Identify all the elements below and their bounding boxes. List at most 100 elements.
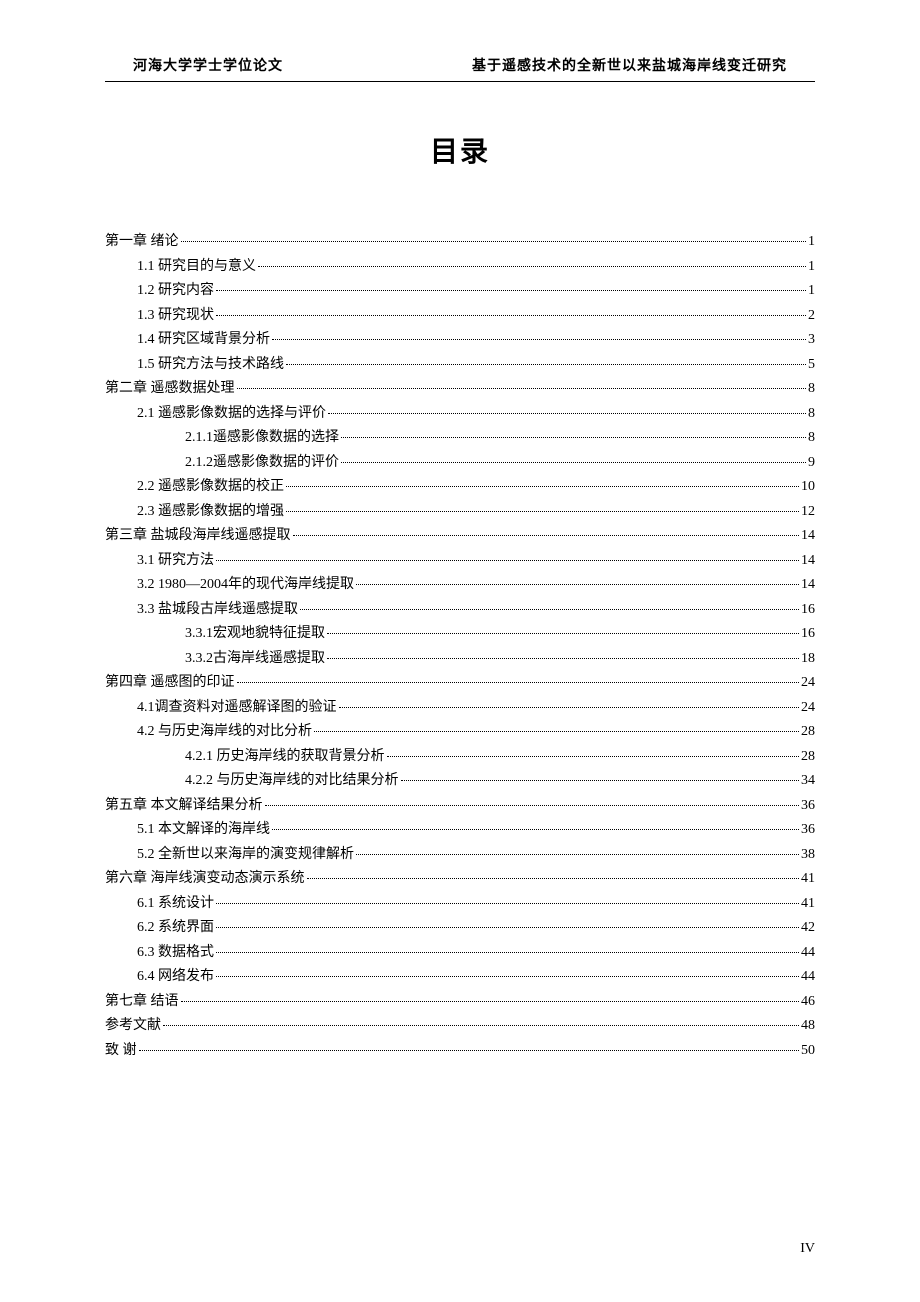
toc-entry-label: 第二章 遥感数据处理	[105, 377, 235, 402]
toc-entry: 1.1 研究目的与意义1	[105, 255, 815, 280]
toc-entry-page: 14	[801, 549, 815, 574]
toc-entry-page: 2	[808, 304, 815, 329]
toc-entry-label: 致 谢	[105, 1039, 137, 1064]
toc-dots	[314, 731, 799, 732]
toc-entry-label: 3.1 研究方法	[137, 549, 214, 574]
toc-entry-page: 12	[801, 500, 815, 525]
toc-dots	[216, 315, 806, 316]
toc-entry-label: 第六章 海岸线演变动态演示系统	[105, 867, 305, 892]
toc-entry-label: 2.1.1遥感影像数据的选择	[185, 426, 339, 451]
toc-dots	[216, 903, 799, 904]
toc-entry: 5.2 全新世以来海岸的演变规律解析38	[105, 843, 815, 868]
toc-entry-label: 1.5 研究方法与技术路线	[137, 353, 284, 378]
toc-entry-page: 36	[801, 794, 815, 819]
toc-entry-label: 1.4 研究区域背景分析	[137, 328, 270, 353]
toc-entry: 6.1 系统设计41	[105, 892, 815, 917]
toc-dots	[181, 1001, 800, 1002]
toc-entry-page: 1	[808, 279, 815, 304]
toc-entry: 第六章 海岸线演变动态演示系统41	[105, 867, 815, 892]
toc-entry: 第二章 遥感数据处理 8	[105, 377, 815, 402]
toc-dots	[328, 413, 806, 414]
toc-entry: 2.2 遥感影像数据的校正 10	[105, 475, 815, 500]
toc-entry: 5.1 本文解译的海岸线 36	[105, 818, 815, 843]
toc-dots	[237, 682, 800, 683]
toc-dots	[387, 756, 800, 757]
toc-entry-page: 14	[801, 573, 815, 598]
toc-entry-label: 5.1 本文解译的海岸线	[137, 818, 270, 843]
header-left-text: 河海大学学士学位论文	[133, 55, 283, 75]
toc-entry: 4.2 与历史海岸线的对比分析28	[105, 720, 815, 745]
toc-dots	[307, 878, 800, 879]
toc-entry: 3.2 1980—2004年的现代海岸线提取14	[105, 573, 815, 598]
toc-entry-page: 44	[801, 965, 815, 990]
toc-dots	[216, 952, 799, 953]
toc-entry-label: 6.3 数据格式	[137, 941, 214, 966]
toc-entry-label: 6.4 网络发布	[137, 965, 214, 990]
toc-dots	[237, 388, 807, 389]
toc-entry-page: 34	[801, 769, 815, 794]
toc-entry: 1.2 研究内容 1	[105, 279, 815, 304]
toc-list: 第一章 绪论11.1 研究目的与意义11.2 研究内容11.3 研究现状21.4…	[105, 230, 815, 1063]
toc-entry: 第三章 盐城段海岸线遥感提取 14	[105, 524, 815, 549]
toc-dots	[327, 658, 799, 659]
header-right-text: 基于遥感技术的全新世以来盐城海岸线变迁研究	[472, 55, 787, 75]
toc-dots	[216, 976, 799, 977]
toc-entry-label: 6.2 系统界面	[137, 916, 214, 941]
toc-dots	[286, 364, 806, 365]
toc-entry-page: 48	[801, 1014, 815, 1039]
toc-entry-page: 41	[801, 892, 815, 917]
toc-entry: 第四章 遥感图的印证 24	[105, 671, 815, 696]
toc-entry-label: 1.3 研究现状	[137, 304, 214, 329]
toc-entry-page: 5	[808, 353, 815, 378]
toc-dots	[300, 609, 799, 610]
toc-dots	[258, 266, 806, 267]
toc-entry: 6.3 数据格式44	[105, 941, 815, 966]
toc-dots	[341, 462, 806, 463]
toc-dots	[401, 780, 800, 781]
toc-entry-label: 4.2.2 与历史海岸线的对比结果分析	[185, 769, 399, 794]
toc-entry-label: 第四章 遥感图的印证	[105, 671, 235, 696]
toc-entry-page: 36	[801, 818, 815, 843]
toc-entry-label: 3.3.2古海岸线遥感提取	[185, 647, 325, 672]
toc-entry-label: 2.1 遥感影像数据的选择与评价	[137, 402, 326, 427]
toc-dots	[356, 854, 799, 855]
toc-entry-page: 24	[801, 696, 815, 721]
toc-entry: 1.3 研究现状 2	[105, 304, 815, 329]
toc-entry-page: 8	[808, 377, 815, 402]
toc-entry-page: 14	[801, 524, 815, 549]
toc-entry: 致 谢 50	[105, 1039, 815, 1064]
toc-entry: 3.3 盐城段古岸线遥感提取 16	[105, 598, 815, 623]
toc-entry-page: 16	[801, 598, 815, 623]
toc-entry: 2.1.1遥感影像数据的选择8	[105, 426, 815, 451]
toc-entry: 1.4 研究区域背景分析3	[105, 328, 815, 353]
toc-entry-page: 1	[808, 255, 815, 280]
toc-dots	[272, 829, 799, 830]
toc-title: 目录	[105, 130, 815, 170]
toc-dots	[216, 560, 799, 561]
toc-dots	[272, 339, 806, 340]
toc-entry-page: 42	[801, 916, 815, 941]
page-header: 河海大学学士学位论文 基于遥感技术的全新世以来盐城海岸线变迁研究	[105, 55, 815, 82]
toc-entry-label: 第一章 绪论	[105, 230, 179, 255]
toc-entry-label: 2.2 遥感影像数据的校正	[137, 475, 284, 500]
toc-dots	[163, 1025, 799, 1026]
toc-entry: 1.5 研究方法与技术路线 5	[105, 353, 815, 378]
toc-dots	[265, 805, 800, 806]
toc-entry: 2.3 遥感影像数据的增强12	[105, 500, 815, 525]
toc-entry-label: 参考文献	[105, 1014, 161, 1039]
toc-entry: 4.1调查资料对遥感解译图的验证 24	[105, 696, 815, 721]
toc-dots	[286, 511, 799, 512]
toc-entry-page: 24	[801, 671, 815, 696]
toc-entry-page: 28	[801, 745, 815, 770]
toc-entry-page: 38	[801, 843, 815, 868]
toc-entry-label: 3.3 盐城段古岸线遥感提取	[137, 598, 298, 623]
toc-dots	[339, 707, 800, 708]
toc-entry-page: 1	[808, 230, 815, 255]
toc-entry-label: 第五章 本文解译结果分析	[105, 794, 263, 819]
toc-entry-label: 1.2 研究内容	[137, 279, 214, 304]
toc-entry-label: 第三章 盐城段海岸线遥感提取	[105, 524, 291, 549]
toc-entry-page: 10	[801, 475, 815, 500]
toc-entry: 参考文献 48	[105, 1014, 815, 1039]
toc-entry-page: 50	[801, 1039, 815, 1064]
toc-entry-label: 4.1调查资料对遥感解译图的验证	[137, 696, 337, 721]
